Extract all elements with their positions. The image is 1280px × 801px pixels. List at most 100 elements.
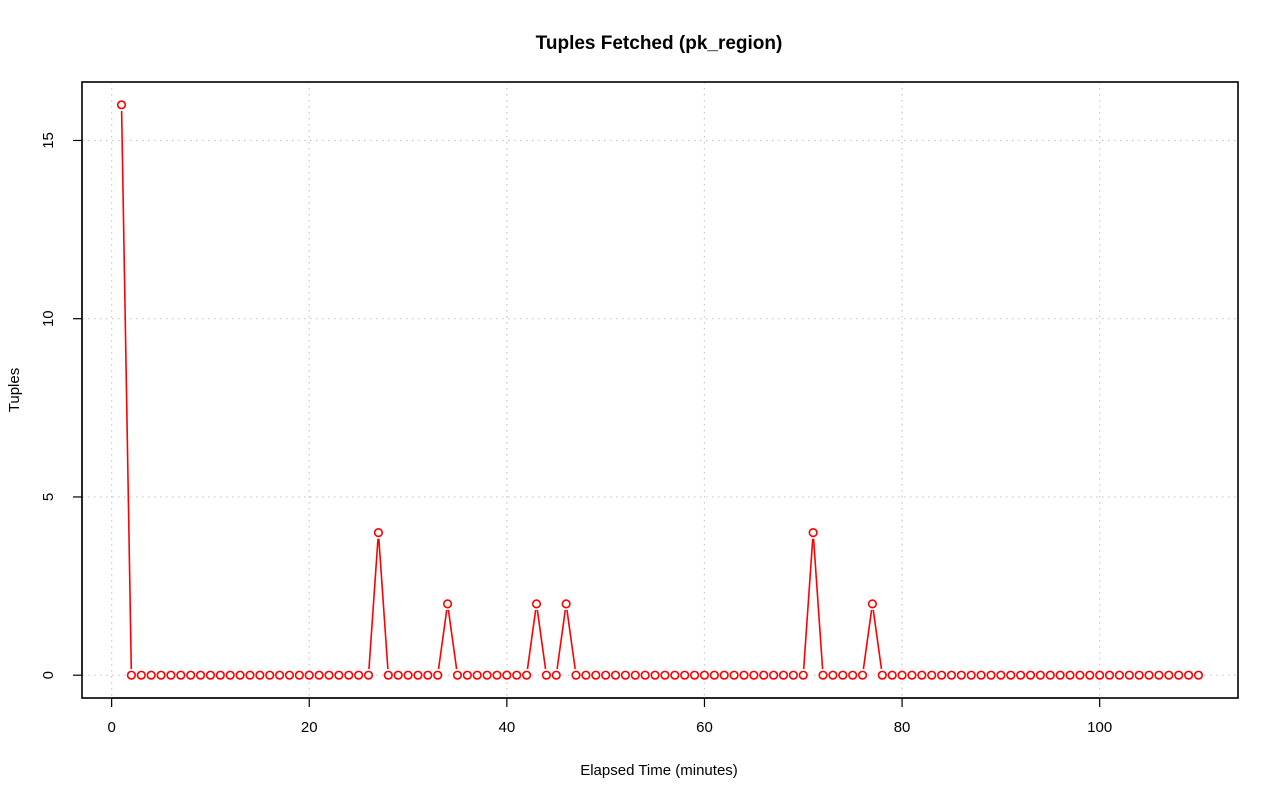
- data-point: [354, 670, 364, 680]
- series-segment: [526, 609, 537, 670]
- series-segment: [566, 609, 576, 670]
- data-point: [620, 670, 631, 680]
- y-tick-label: 10: [40, 310, 57, 327]
- series-segment: [802, 538, 814, 670]
- data-point: [433, 670, 443, 680]
- data-point: [808, 527, 818, 538]
- data-point: [630, 670, 640, 680]
- data-point: [1025, 670, 1036, 680]
- series-segment: [378, 538, 389, 670]
- data-point: [1164, 670, 1174, 680]
- data-point: [255, 670, 265, 680]
- x-tick-label: 0: [107, 719, 115, 736]
- data-point: [1075, 670, 1085, 680]
- data-point: [818, 670, 828, 680]
- data-point: [759, 670, 769, 680]
- data-point: [1006, 670, 1016, 680]
- data-point: [739, 670, 749, 680]
- data-point: [1114, 670, 1125, 680]
- x-axis-label: Elapsed Time (minutes): [580, 762, 738, 779]
- data-point: [887, 670, 897, 680]
- data-point: [907, 670, 917, 680]
- data-point: [897, 670, 907, 680]
- data-point: [670, 670, 680, 680]
- data-point: [275, 670, 285, 680]
- data-point: [541, 670, 551, 680]
- data-point: [245, 670, 255, 680]
- data-point: [1144, 670, 1154, 680]
- series-segment: [536, 609, 547, 670]
- data-point: [699, 670, 710, 680]
- series-tuples: [116, 100, 1204, 680]
- data-point: [383, 670, 393, 680]
- data-point: [976, 670, 986, 680]
- data-point: [1174, 670, 1184, 680]
- data-point: [719, 670, 729, 680]
- data-point: [176, 670, 186, 680]
- x-tick-label: 100: [1087, 719, 1112, 736]
- data-point: [186, 670, 196, 680]
- data-point: [373, 527, 384, 538]
- data-point: [482, 670, 492, 680]
- data-point: [1154, 670, 1164, 680]
- data-point: [1055, 670, 1065, 680]
- series-segment: [368, 538, 379, 670]
- data-point: [571, 670, 581, 680]
- data-point: [531, 599, 542, 609]
- grid: [82, 82, 1238, 698]
- data-point: [294, 670, 304, 680]
- x-tick-label: 40: [499, 719, 516, 736]
- data-point: [749, 670, 759, 680]
- data-point: [492, 670, 502, 680]
- data-point: [1095, 670, 1105, 680]
- series-segment: [447, 609, 458, 670]
- series-segment: [812, 538, 824, 670]
- data-point: [610, 670, 621, 680]
- data-point: [314, 670, 324, 680]
- data-point: [265, 670, 275, 680]
- data-point: [205, 670, 216, 680]
- data-point: [778, 670, 789, 680]
- data-point: [769, 670, 779, 680]
- data-point: [423, 670, 433, 680]
- data-point: [927, 670, 937, 680]
- x-tick-label: 60: [696, 719, 713, 736]
- data-point: [304, 670, 314, 680]
- data-point: [848, 670, 858, 680]
- data-point: [838, 670, 848, 680]
- series-segment: [120, 111, 133, 670]
- data-point: [1183, 670, 1194, 680]
- data-point: [215, 670, 225, 680]
- data-point: [650, 670, 660, 680]
- data-point: [1065, 670, 1075, 680]
- x-tick-label: 80: [894, 719, 911, 736]
- data-point: [551, 670, 561, 680]
- data-point: [403, 670, 413, 680]
- data-point: [522, 670, 532, 680]
- data-point: [729, 670, 739, 680]
- data-point: [393, 670, 403, 680]
- data-point: [1134, 670, 1144, 680]
- x-tick-label: 20: [301, 719, 318, 736]
- data-point: [146, 670, 156, 680]
- data-point: [946, 670, 957, 680]
- data-point: [1085, 670, 1095, 680]
- data-point: [334, 670, 344, 680]
- data-point: [689, 670, 700, 680]
- data-point: [561, 599, 571, 609]
- data-point: [1104, 670, 1115, 680]
- data-point: [1045, 670, 1055, 680]
- data-point: [601, 670, 611, 680]
- data-point: [413, 670, 423, 680]
- data-point: [798, 670, 808, 680]
- data-point: [1124, 670, 1134, 680]
- data-point: [195, 670, 206, 680]
- data-point: [996, 670, 1006, 680]
- plot-frame: [81, 81, 1239, 699]
- data-point: [788, 670, 798, 680]
- data-point: [126, 670, 137, 680]
- data-point: [640, 670, 650, 680]
- data-point: [156, 670, 166, 680]
- y-tick-label: 15: [40, 132, 57, 149]
